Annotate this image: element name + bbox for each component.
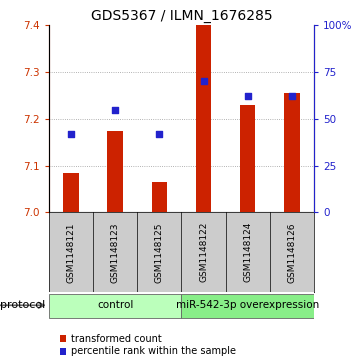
Text: protocol: protocol (0, 300, 45, 310)
Point (289, 94, 295, 99)
Text: GSM1148121: GSM1148121 (66, 222, 75, 282)
Text: GSM1148125: GSM1148125 (155, 222, 164, 282)
Point (201, 79, 206, 85)
Bar (196, 25, 211, 212)
Text: GSM1148122: GSM1148122 (199, 222, 208, 282)
Point (245, 94, 251, 99)
Bar (107, 131, 123, 212)
FancyBboxPatch shape (181, 294, 314, 318)
FancyBboxPatch shape (49, 294, 181, 318)
Bar (240, 105, 256, 212)
Point (112, 107, 118, 113)
Bar (63, 173, 79, 212)
Title: GDS5367 / ILMN_1676285: GDS5367 / ILMN_1676285 (91, 9, 272, 23)
Text: transformed count: transformed count (71, 334, 162, 344)
Bar (284, 93, 300, 212)
Bar (152, 182, 167, 212)
Text: GSM1148126: GSM1148126 (287, 222, 296, 282)
Text: GSM1148124: GSM1148124 (243, 222, 252, 282)
Text: control: control (97, 300, 133, 310)
Point (156, 131, 162, 137)
Text: GSM1148123: GSM1148123 (110, 222, 119, 282)
Text: miR-542-3p overexpression: miR-542-3p overexpression (176, 300, 319, 310)
Text: percentile rank within the sample: percentile rank within the sample (71, 346, 236, 356)
Point (68, 131, 74, 137)
